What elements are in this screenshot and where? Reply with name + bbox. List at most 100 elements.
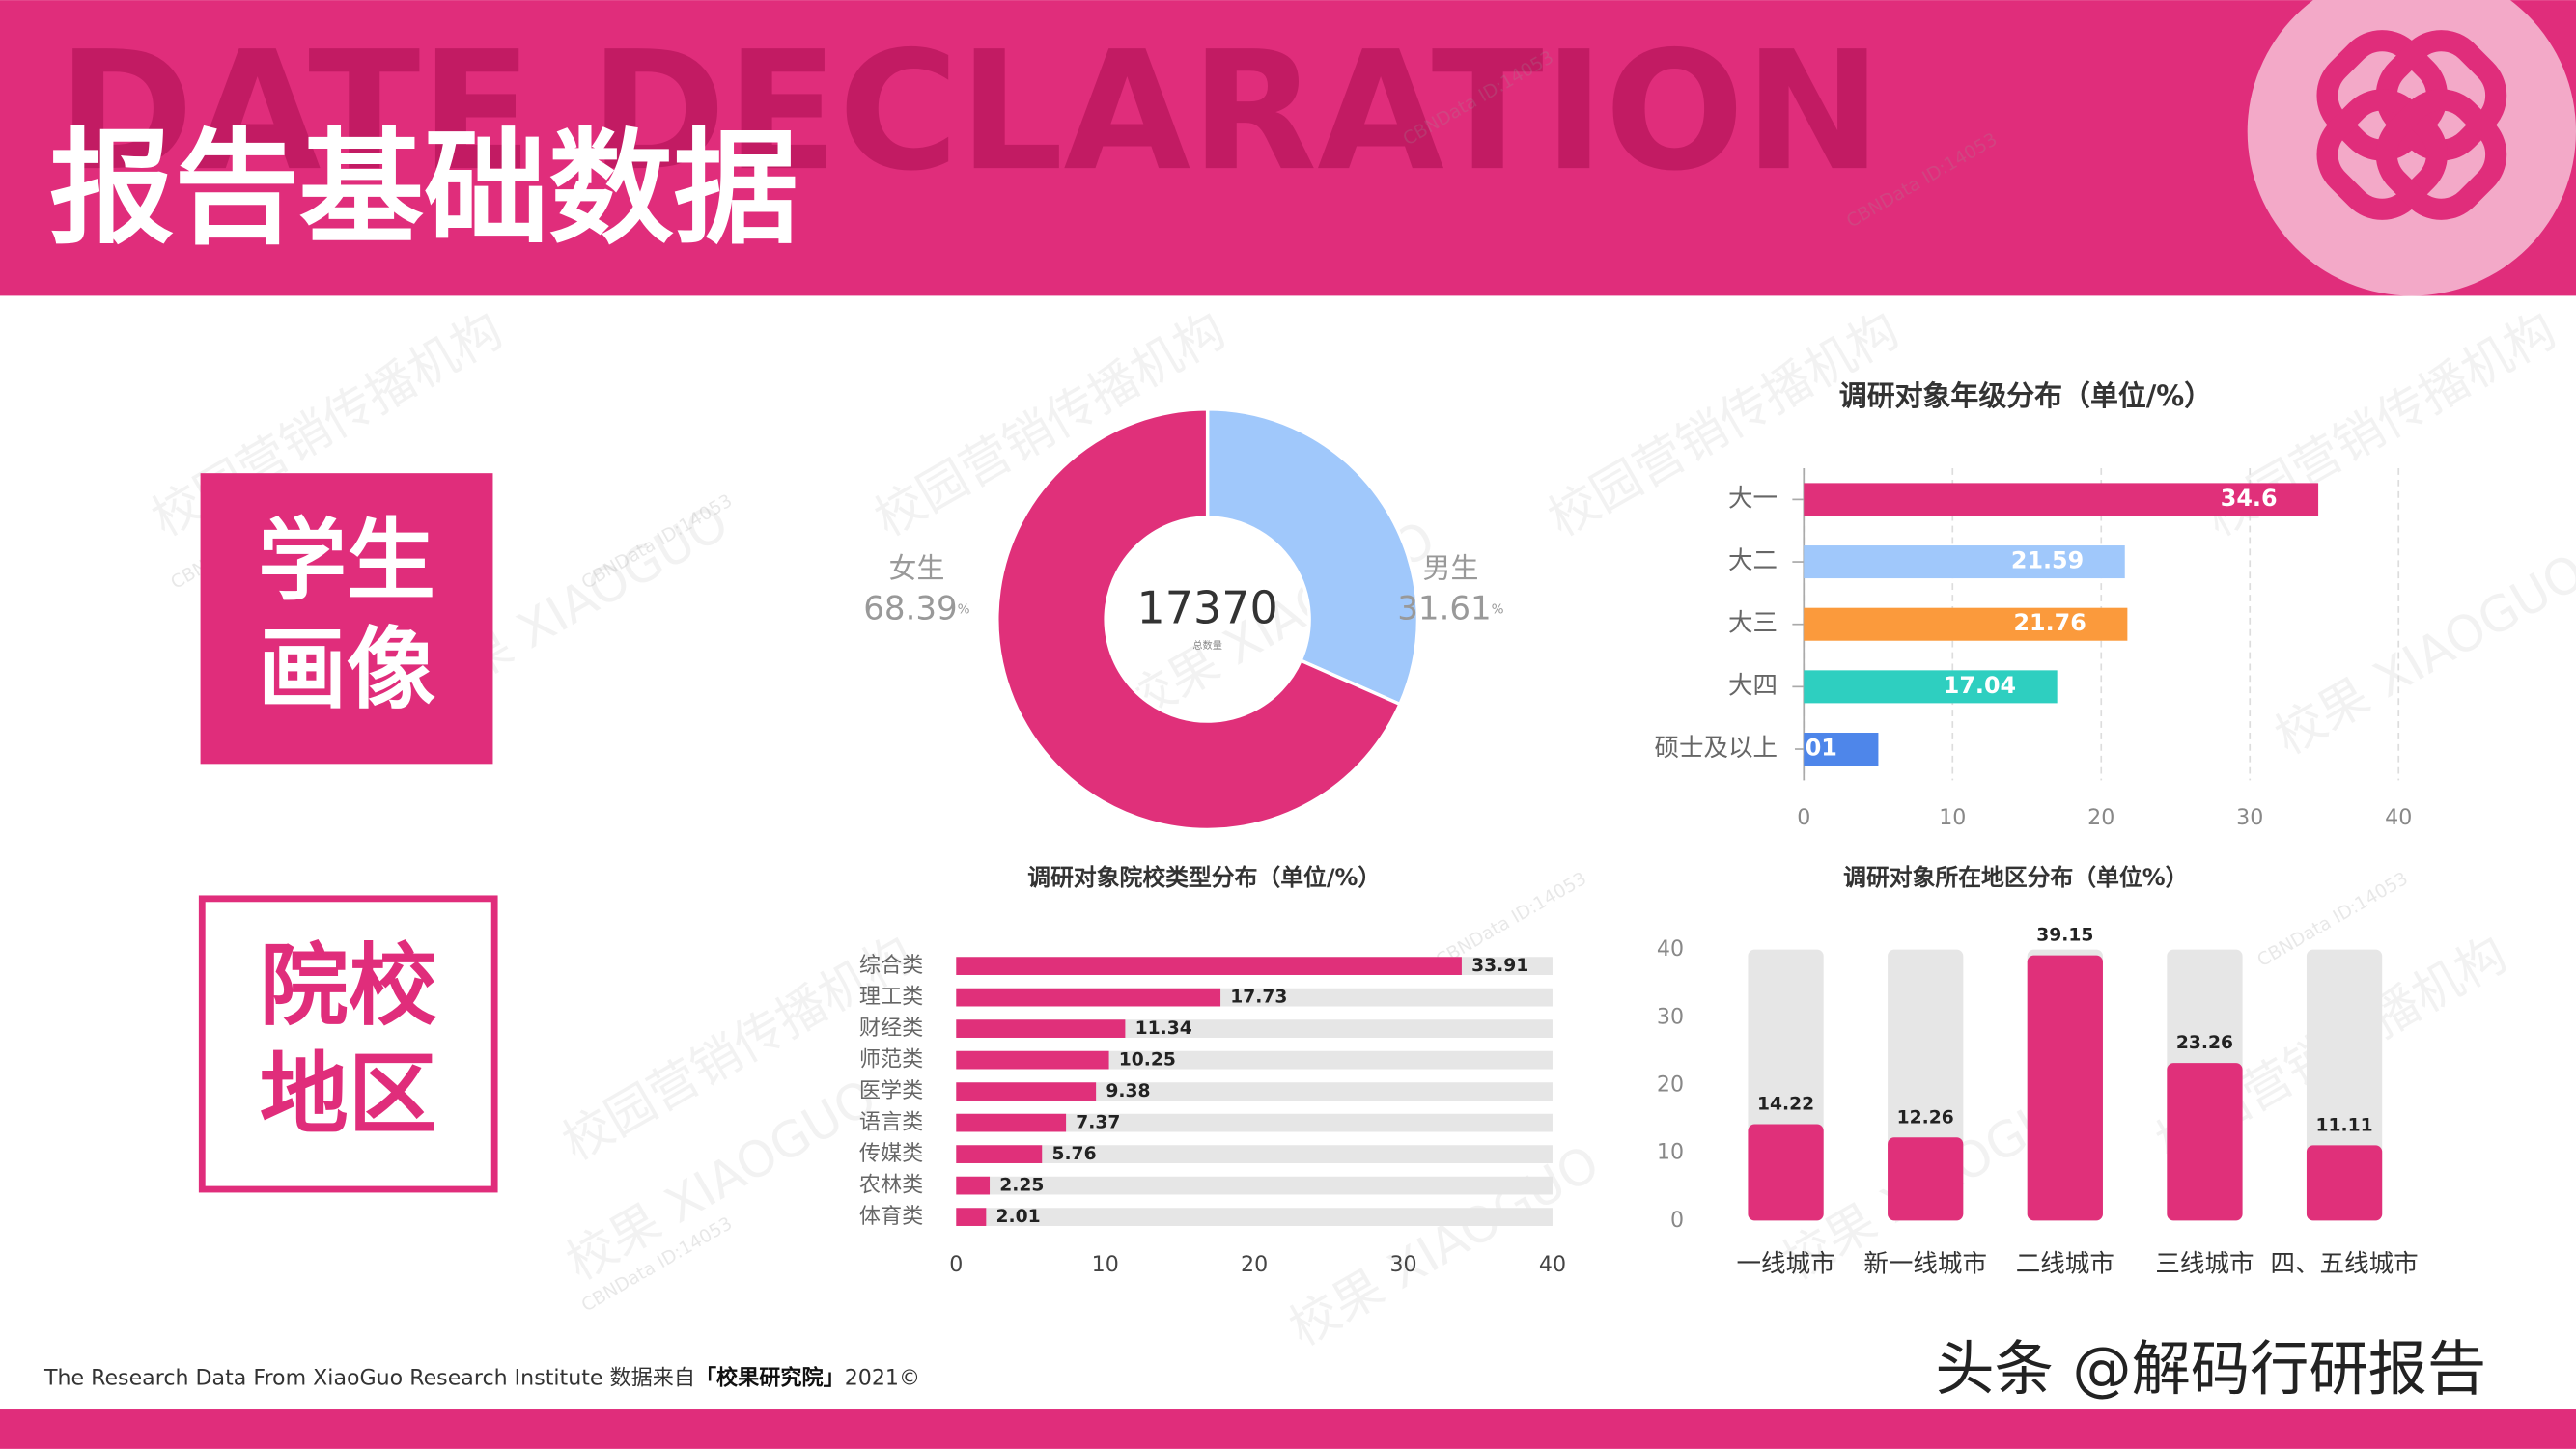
- footer-text: The Research Data From XiaoGuo Research …: [43, 1365, 695, 1390]
- bar: [1804, 670, 2058, 704]
- x-tick-label: 40: [2385, 805, 2412, 830]
- bar: [2167, 1063, 2243, 1221]
- bar: [1748, 1124, 1824, 1221]
- value-label: 7.37: [1076, 1113, 1120, 1133]
- y-tick-label: 理工类: [859, 985, 923, 1010]
- section-label: 学生: [258, 510, 435, 613]
- x-tick-label: 10: [1092, 1252, 1119, 1277]
- chart-title: 调研对象院校类型分布（单位/%）: [1027, 864, 1381, 891]
- value-label: 5.76: [1051, 1144, 1096, 1164]
- value-label: 68.39%: [863, 589, 969, 627]
- y-tick-label: 大二: [1728, 546, 1778, 575]
- y-tick-label: 30: [1657, 1004, 1684, 1029]
- y-tick-label: 医学类: [859, 1078, 923, 1103]
- page-title: 报告基础数据: [49, 117, 798, 262]
- bar-track: [956, 1082, 1553, 1101]
- value-label: 2.25: [999, 1176, 1044, 1196]
- background-text: DATE DECLARATION: [58, 16, 1883, 208]
- bar: [956, 988, 1221, 1007]
- chart-title: 调研对象所在地区分布（单位%）: [1843, 864, 2188, 891]
- bar: [2027, 955, 2103, 1221]
- x-tick-label: 20: [2087, 805, 2114, 830]
- value-label: 39.15: [2036, 926, 2093, 946]
- y-tick-label: 40: [1657, 936, 1684, 961]
- x-tick-label: 二线城市: [2016, 1249, 2114, 1278]
- y-tick-label: 体育类: [859, 1204, 923, 1229]
- value-label: 17.04: [1944, 672, 2016, 699]
- value-label: 17.73: [1230, 988, 1287, 1008]
- bar: [956, 957, 1462, 975]
- legend-label: 女生: [889, 552, 945, 585]
- watermark: 校果 XIAOGUO: [1280, 1135, 1610, 1358]
- y-tick-label: 传媒类: [859, 1141, 923, 1166]
- y-tick-label: 大四: [1728, 671, 1778, 700]
- value-label: 21.59: [2011, 547, 2084, 574]
- footer-year: 2021©: [845, 1365, 920, 1390]
- x-tick-label: 新一线城市: [1863, 1249, 1987, 1278]
- donut-slice: [1205, 407, 1420, 707]
- y-tick-label: 0: [1670, 1208, 1684, 1233]
- value-label: 23.26: [2176, 1033, 2233, 1053]
- x-tick-label: 10: [1939, 805, 1966, 830]
- bar-track: [956, 1176, 1553, 1195]
- value-label: 14.22: [1757, 1095, 1814, 1115]
- y-tick-label: 财经类: [859, 1016, 923, 1041]
- y-tick-label: 10: [1657, 1140, 1684, 1165]
- value-label: 9.38: [1106, 1081, 1150, 1101]
- section-box: [198, 895, 498, 1193]
- platform-watermark: 头条 @解码行研报告: [1935, 1335, 2486, 1404]
- donut-slice: [995, 407, 1403, 832]
- value-label: 11.11: [2315, 1115, 2372, 1135]
- chart-title: 调研对象年级分布（单位/%）: [1839, 379, 2212, 412]
- logo: [2316, 30, 2507, 220]
- value-label: 33.91: [1471, 956, 1528, 976]
- footer-source: 「校果研究院」: [695, 1365, 845, 1390]
- value-label: 21.76: [2013, 609, 2086, 636]
- value-label: 2.01: [996, 1207, 1041, 1227]
- y-tick-label: 硕士及以上: [1654, 734, 1778, 763]
- bar: [956, 1208, 987, 1226]
- header-band: [0, 0, 2576, 296]
- value-number: 68.39: [863, 589, 957, 627]
- value-unit: %: [958, 601, 970, 617]
- x-tick-label: 0: [1797, 805, 1810, 830]
- section-box: [200, 473, 493, 765]
- bar-track: [956, 1113, 1553, 1132]
- bar: [1804, 733, 1879, 766]
- value-label: 10.25: [1119, 1050, 1176, 1071]
- x-tick-label: 一线城市: [1737, 1249, 1835, 1278]
- bar: [956, 1176, 991, 1195]
- bar: [956, 1113, 1067, 1132]
- y-tick-label: 综合类: [859, 953, 923, 978]
- bar: [956, 1050, 1109, 1070]
- bar: [2306, 1145, 2383, 1221]
- bar-track: [956, 1208, 1553, 1226]
- x-tick-label: 20: [1241, 1252, 1268, 1277]
- y-tick-label: 农林类: [859, 1173, 923, 1198]
- value-unit: %: [1492, 601, 1504, 617]
- value-label: 12.26: [1897, 1107, 1954, 1128]
- x-tick-label: 30: [1389, 1252, 1416, 1277]
- footer-band: [0, 1409, 2576, 1449]
- legend-label: 男生: [1423, 552, 1479, 585]
- y-tick-label: 语言类: [859, 1110, 923, 1135]
- footer: The Research Data From XiaoGuo Research …: [43, 1365, 920, 1390]
- x-tick-label: 0: [949, 1252, 963, 1277]
- bar-track: [956, 1145, 1553, 1163]
- y-tick-label: 大一: [1728, 484, 1778, 513]
- bar: [1804, 483, 2319, 516]
- section-label: 院校: [260, 934, 437, 1038]
- value-label: 11.34: [1135, 1018, 1192, 1039]
- bar: [956, 1082, 1097, 1101]
- bar: [956, 1019, 1126, 1038]
- bar: [956, 1145, 1043, 1163]
- y-tick-label: 大三: [1728, 609, 1778, 638]
- x-tick-label: 40: [1539, 1252, 1566, 1277]
- x-tick-label: 四、五线城市: [2271, 1249, 2419, 1278]
- bar: [1804, 545, 2125, 579]
- donut-total: 17370: [1137, 582, 1278, 634]
- value-number: 31.61: [1397, 589, 1491, 627]
- watermark: 校果 XIAOGUO: [2266, 543, 2576, 766]
